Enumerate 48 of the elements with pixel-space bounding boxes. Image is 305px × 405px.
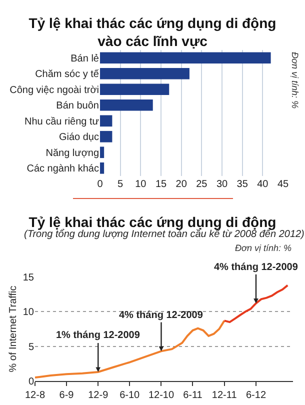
x-tick-label: 12-11 xyxy=(212,390,238,401)
x-tick-label: 40 xyxy=(257,179,269,190)
y-tick-label: Chăm sóc y tế xyxy=(35,69,100,80)
y-tick-label: Nhu cầu riêng tư xyxy=(24,116,100,128)
text: Đơn vị tính: % xyxy=(290,52,300,108)
y-tick-label: 10 xyxy=(22,307,34,318)
bar xyxy=(100,115,112,127)
y-tick-label: Giáo dục xyxy=(58,132,99,144)
x-tick-label: 6-12 xyxy=(246,390,266,401)
annotation: 4% tháng 12-2009 xyxy=(214,262,298,273)
x-tick-label: 5 xyxy=(118,179,124,190)
y-tick-label: 5 xyxy=(28,342,34,353)
bar xyxy=(100,68,190,80)
y-tick-label: Các ngành khác xyxy=(26,164,99,175)
bar xyxy=(100,84,170,96)
annotation: 4% tháng 12-2009 xyxy=(119,310,204,321)
line-series xyxy=(35,320,226,379)
x-tick-label: 6-10 xyxy=(120,390,140,401)
chart-title: Tỷ lệ khai thác các ứng dụng di động xyxy=(28,214,276,230)
bar xyxy=(100,146,104,158)
x-tick-label: 30 xyxy=(216,179,228,190)
x-tick-label: 12-8 xyxy=(24,390,46,401)
x-tick-label: 12-10 xyxy=(148,390,174,401)
x-tick-label: 12-9 xyxy=(88,390,109,401)
chart-title: Tỷ lệ khai thác các ứng dụng di động vào các lĩnh vực xyxy=(28,15,276,50)
y-axis-title: % of Internet Traffic xyxy=(8,286,19,372)
x-tick-label: 6-11 xyxy=(183,390,203,401)
chart-subtitle: (Trong tổng dung lượng Internet toàn cầu kể từ 2008 đến 2012) xyxy=(24,228,304,240)
bar xyxy=(100,99,153,111)
y-tick-label: Công việc ngoài trời xyxy=(10,84,99,96)
bar xyxy=(100,130,112,142)
bar xyxy=(100,162,104,174)
y-tick-label: Bán buôn xyxy=(56,100,99,112)
bar xyxy=(100,52,271,64)
text: Đơn vị tính: % xyxy=(235,243,292,253)
y-tick-label: 15 xyxy=(22,272,34,284)
line-series xyxy=(223,284,289,324)
annotation: 1% tháng 12-2009 xyxy=(56,330,140,341)
x-tick-label: 25 xyxy=(196,179,208,190)
x-tick-label: 20 xyxy=(176,179,188,190)
y-tick-label: Năng lượng xyxy=(46,148,99,159)
x-tick-label: 35 xyxy=(236,179,248,190)
x-tick-label: 15 xyxy=(155,179,167,190)
y-tick-label: 0 xyxy=(28,376,34,388)
y-tick-label: Bán lẻ xyxy=(70,53,100,64)
x-tick-label: 45 xyxy=(277,179,289,190)
x-tick-label: 6-9 xyxy=(59,390,74,401)
x-tick-label: 10 xyxy=(135,179,147,190)
